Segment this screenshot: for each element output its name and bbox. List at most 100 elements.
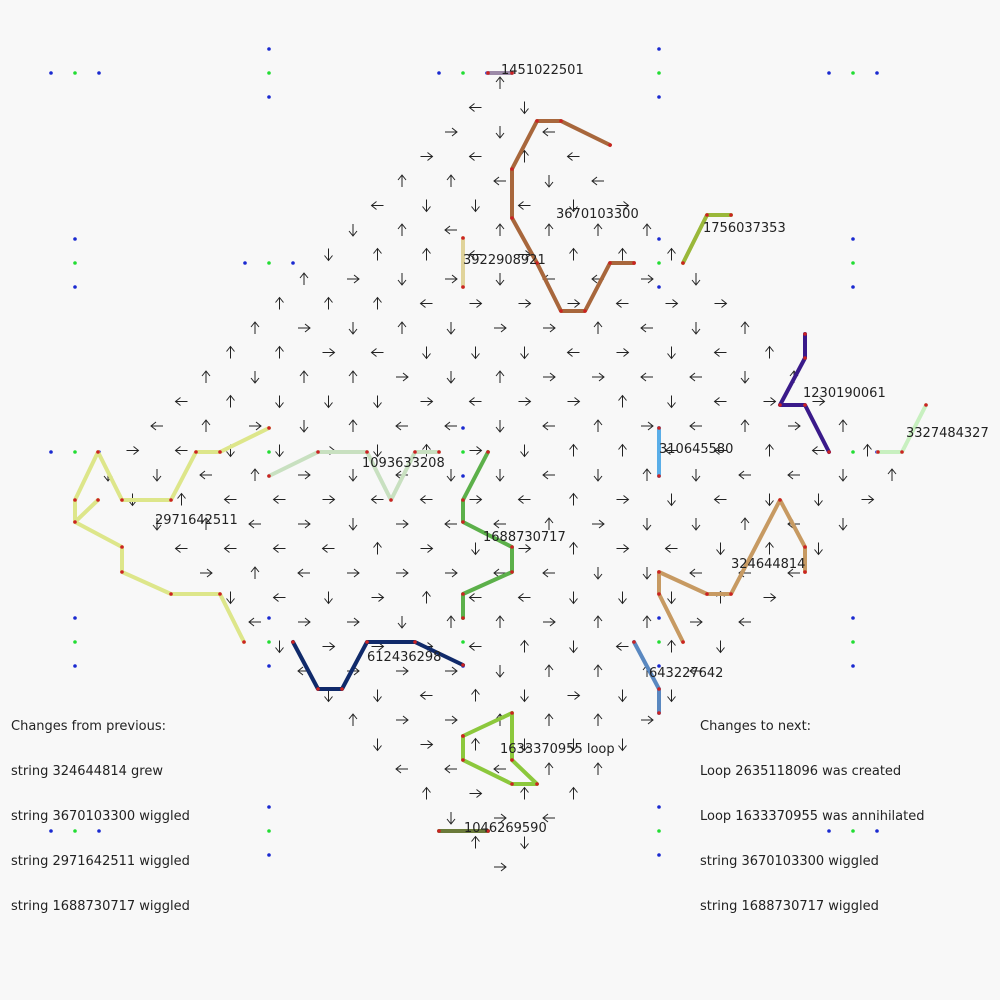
direction-arrow bbox=[495, 76, 505, 89]
string-node bbox=[291, 640, 295, 644]
direction-arrow bbox=[275, 444, 284, 458]
string-612436298 bbox=[291, 640, 465, 691]
string-node bbox=[218, 592, 222, 596]
direction-arrow bbox=[471, 737, 480, 751]
direction-arrow bbox=[275, 640, 284, 654]
string-node bbox=[657, 687, 661, 691]
direction-arrow bbox=[544, 762, 554, 775]
string-node bbox=[729, 592, 733, 596]
marker-dot bbox=[827, 71, 831, 75]
string-node bbox=[510, 570, 514, 574]
direction-arrow bbox=[640, 372, 653, 382]
direction-arrow bbox=[373, 541, 382, 555]
marker-dot bbox=[461, 426, 465, 430]
string-node bbox=[729, 213, 733, 217]
marker-dot bbox=[461, 640, 465, 644]
string-node bbox=[705, 213, 709, 217]
direction-arrow bbox=[469, 495, 483, 504]
direction-arrow bbox=[713, 397, 727, 406]
string-node bbox=[73, 498, 77, 502]
direction-arrow bbox=[618, 738, 627, 752]
marker-dot bbox=[875, 829, 879, 833]
direction-arrow bbox=[740, 321, 750, 334]
string-node bbox=[608, 261, 612, 265]
direction-arrow bbox=[422, 590, 431, 604]
marker-dot bbox=[851, 237, 855, 241]
string-node bbox=[681, 640, 685, 644]
direction-arrow bbox=[616, 544, 630, 553]
direction-arrow bbox=[691, 518, 701, 531]
direction-arrow bbox=[691, 469, 701, 482]
direction-arrow bbox=[838, 419, 848, 432]
direction-arrow bbox=[689, 666, 702, 676]
direction-arrow bbox=[396, 568, 409, 578]
string-label: 1230190061 bbox=[803, 386, 886, 401]
direction-arrow bbox=[422, 786, 431, 800]
string-labels: 1451022501 3670103300 1756037353 3922908921… bbox=[155, 63, 989, 836]
direction-arrow bbox=[544, 713, 554, 726]
direction-arrow bbox=[250, 468, 260, 481]
direction-arrow bbox=[569, 738, 578, 752]
direction-arrow bbox=[642, 518, 652, 531]
direction-arrow bbox=[863, 443, 872, 457]
direction-arrow bbox=[664, 446, 678, 455]
string-label: 1688730717 bbox=[483, 530, 566, 545]
direction-arrow bbox=[298, 617, 311, 627]
direction-arrow bbox=[740, 371, 750, 384]
direction-arrow bbox=[520, 836, 529, 850]
string-label: 310645580 bbox=[659, 442, 733, 457]
direction-arrow bbox=[422, 346, 431, 360]
marker-dot bbox=[267, 664, 271, 668]
string-node bbox=[316, 687, 320, 691]
marker-dot bbox=[267, 805, 271, 809]
direction-arrow bbox=[593, 567, 603, 580]
direction-arrow bbox=[615, 299, 629, 308]
changes-next-line: Loop 2635118096 was created bbox=[700, 764, 902, 779]
marker-dot bbox=[97, 71, 101, 75]
arrow-field bbox=[103, 76, 897, 872]
direction-arrow bbox=[177, 492, 186, 506]
direction-arrow bbox=[199, 470, 212, 480]
direction-arrow bbox=[520, 444, 529, 458]
direction-arrow bbox=[446, 174, 456, 187]
string-label: 612436298 bbox=[367, 650, 441, 665]
direction-arrow bbox=[419, 495, 433, 504]
string-node bbox=[510, 71, 514, 75]
string-label: 2971642511 bbox=[155, 513, 238, 528]
direction-arrow bbox=[763, 397, 777, 406]
direction-arrow bbox=[419, 691, 433, 700]
direction-arrow bbox=[370, 201, 384, 210]
direction-arrow bbox=[716, 542, 725, 556]
direction-arrow bbox=[569, 541, 578, 555]
direction-arrow bbox=[174, 397, 188, 406]
string-node bbox=[803, 570, 807, 574]
marker-dot bbox=[827, 829, 831, 833]
changes-to-next: Changes to next: Loop 2635118096 was cre… bbox=[700, 689, 925, 929]
direction-arrow bbox=[373, 738, 382, 752]
direction-arrow bbox=[298, 470, 311, 480]
string-node bbox=[120, 545, 124, 549]
marker-dot bbox=[657, 285, 661, 289]
marker-dot bbox=[267, 853, 271, 857]
direction-arrow bbox=[324, 248, 333, 262]
direction-arrow bbox=[738, 470, 751, 480]
marker-dot bbox=[73, 450, 77, 454]
direction-arrow bbox=[495, 615, 505, 628]
direction-arrow bbox=[787, 470, 800, 480]
string-node bbox=[96, 450, 100, 454]
string-label: 3327484327 bbox=[906, 426, 989, 441]
changes-prev-line: string 2971642511 wiggled bbox=[11, 854, 190, 869]
direction-arrow bbox=[520, 738, 529, 752]
direction-arrow bbox=[395, 421, 408, 431]
direction-arrow bbox=[420, 544, 434, 553]
string-node bbox=[632, 640, 636, 644]
direction-arrow bbox=[272, 593, 286, 602]
marker-dot bbox=[267, 640, 271, 644]
direction-arrow bbox=[667, 346, 676, 360]
marker-dot bbox=[73, 285, 77, 289]
direction-arrow bbox=[471, 835, 480, 849]
direction-arrow bbox=[371, 593, 385, 602]
direction-arrow bbox=[420, 740, 434, 749]
direction-arrow bbox=[616, 495, 630, 504]
direction-arrow bbox=[322, 495, 336, 504]
